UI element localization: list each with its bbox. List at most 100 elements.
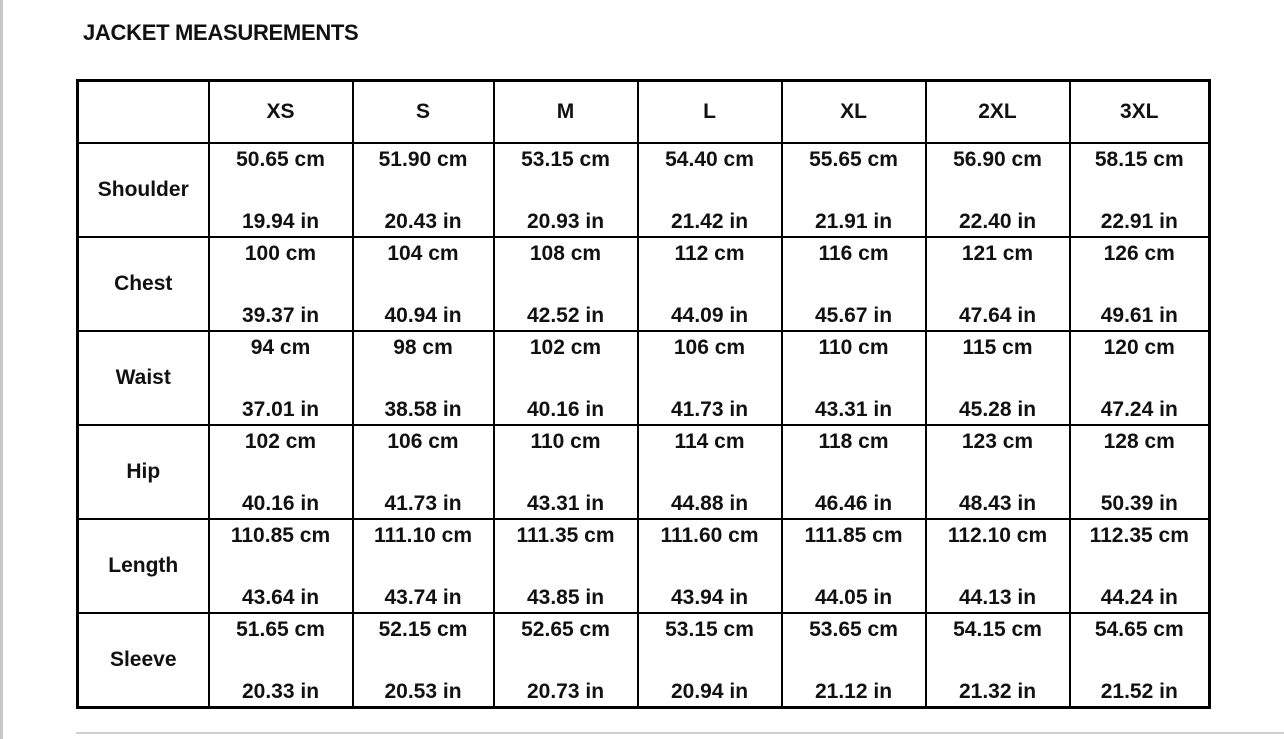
measurement-cell: 54.65 cm 21.52 in xyxy=(1068,612,1211,709)
cm-value: 51.90 cm xyxy=(378,148,468,171)
cm-value: 106 cm xyxy=(673,336,746,359)
divider xyxy=(76,732,1284,734)
inch-value: 21.42 in xyxy=(670,210,749,233)
measurement-cell: 51.90 cm 20.43 in xyxy=(351,142,495,238)
measurement-cell: 112 cm 44.09 in xyxy=(636,236,783,332)
row-label: Sleeve xyxy=(76,612,210,709)
cm-value: 111.60 cm xyxy=(660,524,759,547)
inch-value: 21.52 in xyxy=(1100,680,1178,703)
inch-value: 45.28 in xyxy=(958,398,1037,421)
measurement-cell: 50.65 cm 19.94 in xyxy=(207,142,354,238)
size-header: M xyxy=(492,79,639,144)
inch-value: 43.94 in xyxy=(670,586,749,609)
cm-value: 128 cm xyxy=(1103,430,1175,453)
cm-value: 53.65 cm xyxy=(809,618,898,641)
page-left-edge xyxy=(0,0,3,739)
table-row: Hip 102 cm 40.16 in 106 cm 41.73 in 110 cm 43.… xyxy=(76,424,1211,520)
inch-value: 20.53 in xyxy=(384,680,462,703)
measurement-cell: 111.60 cm 43.94 in xyxy=(636,518,783,614)
measurement-cell: 102 cm 40.16 in xyxy=(492,330,639,426)
cm-value: 52.15 cm xyxy=(378,618,468,641)
inch-value: 41.73 in xyxy=(670,398,749,421)
inch-value: 38.58 in xyxy=(384,398,462,421)
cm-value: 102 cm xyxy=(529,336,602,359)
inch-value: 22.40 in xyxy=(958,210,1037,233)
cm-value: 121 cm xyxy=(961,242,1034,265)
measurement-cell: 111.10 cm 43.74 in xyxy=(351,518,495,614)
cm-value: 52.65 cm xyxy=(521,618,610,641)
page-title: JACKET MEASUREMENTS xyxy=(83,20,359,45)
corner-cell xyxy=(76,79,210,144)
measurement-cell: 110 cm 43.31 in xyxy=(780,330,927,426)
measurement-cell: 116 cm 45.67 in xyxy=(780,236,927,332)
inch-value: 21.91 in xyxy=(814,210,893,233)
inch-value: 20.94 in xyxy=(670,680,749,703)
measurement-cell: 114 cm 44.88 in xyxy=(636,424,783,520)
inch-value: 44.88 in xyxy=(670,492,749,515)
inch-value: 49.61 in xyxy=(1100,304,1178,327)
inch-value: 37.01 in xyxy=(241,398,320,421)
measurement-cell: 104 cm 40.94 in xyxy=(351,236,495,332)
inch-value: 40.94 in xyxy=(384,304,462,327)
measurement-cell: 53.15 cm 20.93 in xyxy=(492,142,639,238)
inch-value: 21.32 in xyxy=(958,680,1037,703)
table-row: Waist 94 cm 37.01 in 98 cm 38.58 in 102 cm 40.… xyxy=(76,330,1211,426)
table-row: Shoulder 50.65 cm 19.94 in 51.90 cm 20.43 in… xyxy=(76,142,1211,238)
inch-value: 45.67 in xyxy=(814,304,893,327)
cm-value: 111.10 cm xyxy=(373,524,473,547)
measurement-cell: 52.65 cm 20.73 in xyxy=(492,612,639,709)
inch-value: 20.33 in xyxy=(241,680,320,703)
inch-value: 22.91 in xyxy=(1100,210,1178,233)
inch-value: 40.16 in xyxy=(241,492,320,515)
inch-value: 44.09 in xyxy=(670,304,749,327)
measurement-cell: 106 cm 41.73 in xyxy=(351,424,495,520)
measurement-cell: 54.40 cm 21.42 in xyxy=(636,142,783,238)
measurement-cell: 111.35 cm 43.85 in xyxy=(492,518,639,614)
inch-value: 44.13 in xyxy=(958,586,1037,609)
measurement-cell: 53.15 cm 20.94 in xyxy=(636,612,783,709)
measurement-cell: 58.15 cm 22.91 in xyxy=(1068,142,1211,238)
size-header: L xyxy=(636,79,783,144)
inch-value: 19.94 in xyxy=(241,210,320,233)
measurement-cell: 128 cm 50.39 in xyxy=(1068,424,1211,520)
cm-value: 120 cm xyxy=(1103,336,1175,359)
inch-value: 39.37 in xyxy=(241,304,320,327)
cm-value: 108 cm xyxy=(529,242,602,265)
cm-value: 54.65 cm xyxy=(1094,618,1184,641)
cm-value: 110 cm xyxy=(818,336,889,359)
row-label: Hip xyxy=(76,424,210,520)
cm-value: 98 cm xyxy=(393,336,453,359)
cm-value: 112.10 cm xyxy=(947,524,1048,547)
inch-value: 46.46 in xyxy=(814,492,893,515)
measurement-cell: 54.15 cm 21.32 in xyxy=(924,612,1071,709)
cm-value: 123 cm xyxy=(961,430,1034,453)
cm-value: 106 cm xyxy=(387,430,459,453)
measurement-cell: 111.85 cm 44.05 in xyxy=(780,518,927,614)
inch-value: 42.52 in xyxy=(526,304,605,327)
cm-value: 102 cm xyxy=(244,430,317,453)
cm-value: 112 cm xyxy=(674,242,745,265)
cm-value: 111.35 cm xyxy=(516,524,615,547)
measurement-cell: 126 cm 49.61 in xyxy=(1068,236,1211,332)
inch-value: 43.85 in xyxy=(526,586,605,609)
measurement-cell: 115 cm 45.28 in xyxy=(924,330,1071,426)
measurement-cell: 102 cm 40.16 in xyxy=(207,424,354,520)
cm-value: 53.15 cm xyxy=(665,618,754,641)
inch-value: 43.64 in xyxy=(241,586,320,609)
table-row: Sleeve 51.65 cm 20.33 in 52.15 cm 20.53 in 52… xyxy=(76,612,1211,709)
cm-value: 53.15 cm xyxy=(521,148,610,171)
row-label: Shoulder xyxy=(76,142,210,238)
cm-value: 126 cm xyxy=(1103,242,1175,265)
cm-value: 100 cm xyxy=(244,242,317,265)
cm-value: 56.90 cm xyxy=(953,148,1042,171)
cm-value: 112.35 cm xyxy=(1089,524,1189,547)
cm-value: 55.65 cm xyxy=(809,148,898,171)
row-label: Waist xyxy=(76,330,210,426)
inch-value: 20.93 in xyxy=(526,210,605,233)
measurement-cell: 52.15 cm 20.53 in xyxy=(351,612,495,709)
row-label: Chest xyxy=(76,236,210,332)
cm-value: 110.85 cm xyxy=(230,524,331,547)
size-header: 3XL xyxy=(1068,79,1211,144)
cm-value: 114 cm xyxy=(674,430,745,453)
cm-value: 110 cm xyxy=(530,430,601,453)
